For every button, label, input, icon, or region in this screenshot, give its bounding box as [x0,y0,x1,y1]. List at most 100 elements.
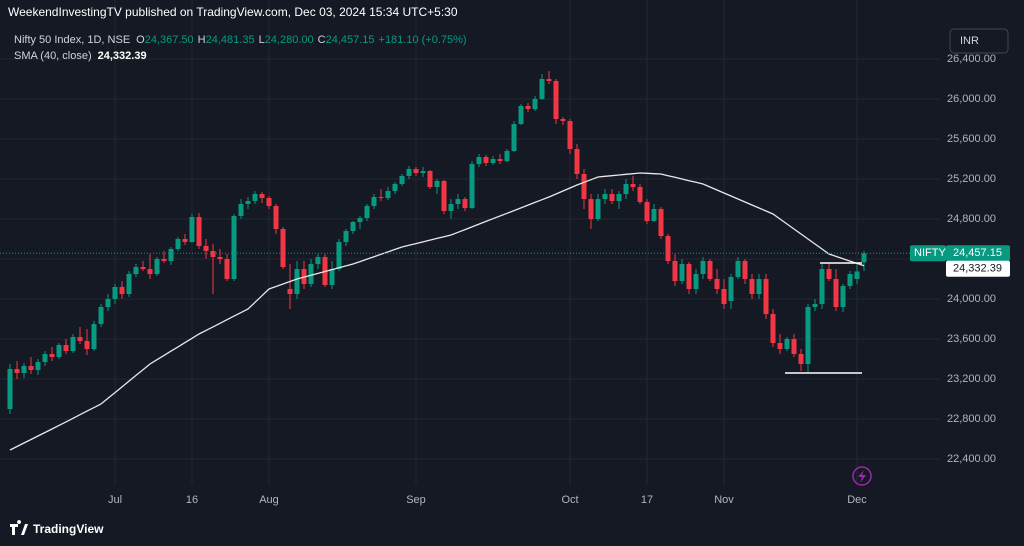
candle-body [385,191,391,198]
candle-body [700,261,706,274]
candle-body [602,194,608,199]
currency: INR [960,35,979,47]
y-tick-label: 25,600.00 [947,133,996,145]
candle-body [350,222,356,231]
candle-body [462,199,468,208]
candle-body [819,269,825,304]
candle-body [434,181,440,187]
candle-body [490,159,496,163]
candle-body [525,106,531,109]
y-tick-label: 26,000.00 [947,93,996,105]
candle-body [441,181,447,211]
sma-line [9,172,865,451]
candle-body [42,354,48,362]
candle-body [805,307,811,364]
candle-body [329,269,335,285]
candle-body [595,199,601,219]
candle-body [735,261,741,277]
chart-title: WeekendInvestingTV published on TradingV… [8,5,458,19]
candle-body [28,366,34,370]
candle-body [98,307,104,324]
candle-body [553,81,559,119]
candle-body [784,339,790,349]
x-tick-label: 17 [641,494,653,506]
change: +181.10 (+0.75%) [379,34,467,46]
candle-body [665,236,671,261]
candle-body [7,369,13,409]
candle-body [721,289,727,304]
candle-body [280,229,286,267]
candle-body [168,249,174,261]
y-tick-label: 24,800.00 [947,213,996,225]
candle-body [210,251,216,257]
candle-body [161,259,167,261]
candle-body [21,366,27,373]
candle-body [672,261,678,281]
sma-name: SMA (40, close) [14,50,92,62]
y-tick-label: 23,200.00 [947,373,996,385]
candle-body [861,253,867,263]
candle-body [826,269,832,279]
candle-body [630,184,636,187]
candle-body [833,279,839,307]
candle-body [798,354,804,364]
candle-body [189,217,195,242]
candle-body [343,231,349,242]
candle-body [259,194,265,198]
candle-body [126,274,132,294]
brand: TradingView [33,522,104,536]
candle-body [182,239,188,242]
candle-body [287,289,293,294]
candle-body [651,209,657,221]
candle-body [371,197,377,206]
last-price-box [946,245,1010,262]
currency-button[interactable] [949,28,1009,54]
candle-body [357,218,363,222]
candle-body [616,194,622,201]
candle-body [364,206,370,218]
y-tick-label: 22,800.00 [947,413,996,425]
candle-body [693,274,699,289]
candle-body [14,369,20,373]
candle-body [196,217,202,246]
price-axis: 22,400.00 22,800.00 23,200.00 23,600.00 24,0… [108,53,1010,506]
candle-body [742,261,748,279]
candle-body [238,204,244,216]
candle-body [112,287,118,299]
candle-body [847,274,853,286]
candle-body [217,257,223,259]
brand-logo [10,520,28,535]
candle-body [637,187,643,202]
candle-body [574,149,580,174]
event-icon[interactable] [852,466,872,486]
last-price-label: 24,457.15 [953,247,1002,259]
legend: Nifty 50 Index, 1D, NSE O 24,367.50 H 24,481… [14,34,467,62]
candle-body [483,157,489,163]
candle-body [77,337,83,341]
sma-last-label: 24,332.39 [953,263,1002,275]
candle-body [266,198,272,206]
ohlc-value: 24,457.15 [326,34,375,46]
candle-body [119,287,125,294]
candle-body [707,261,713,279]
symbol: Nifty 50 Index, 1D, NSE [14,34,130,46]
candle-body [812,304,818,307]
last-price-name: NIFTY [914,247,946,259]
candle-body [854,271,860,279]
candle-body [336,242,342,269]
ohlc-value: 24,481.35 [206,34,255,46]
candle-body [567,121,573,149]
candle-body [728,277,734,301]
candle-body [245,201,251,204]
y-tick-label: 24,000.00 [947,293,996,305]
candle-body [70,337,76,351]
candle-body [770,314,776,343]
candle-body [203,246,209,251]
event-icon-bolt [858,470,866,483]
candle-body [658,209,664,236]
candle-body [315,257,321,264]
candle-body [427,171,433,187]
candle-body [763,279,769,314]
candle-body [105,299,111,307]
